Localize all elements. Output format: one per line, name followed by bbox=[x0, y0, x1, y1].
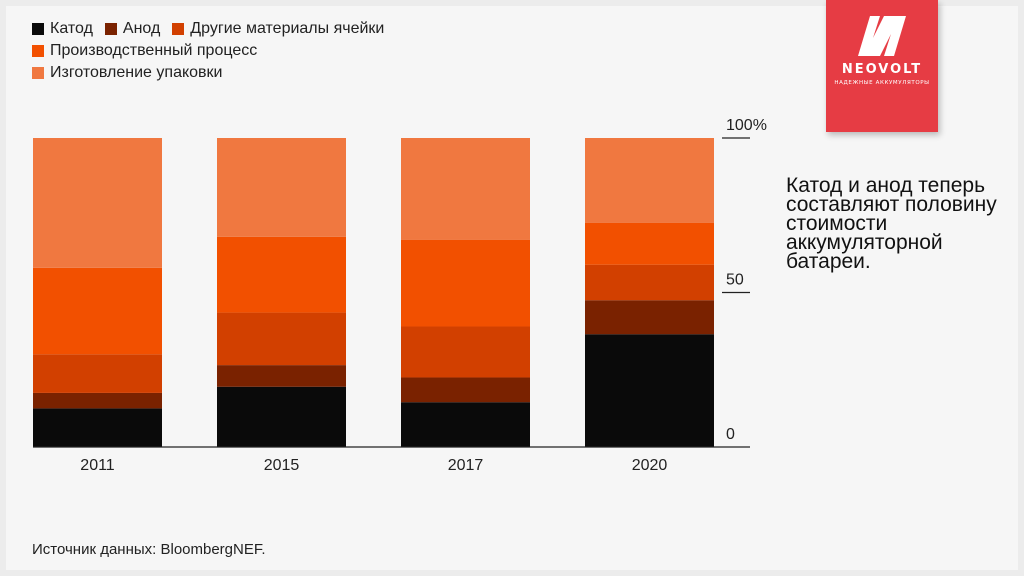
bar-segment-2015-series-2 bbox=[217, 312, 346, 366]
annotation-text: Катод и анод теперь составляют половину … bbox=[786, 174, 997, 273]
logo-tagline: НАДЕЖНЫЕ АККУМУЛЯТОРЫ bbox=[834, 80, 930, 86]
legend-item-manufacturing: Производственный процесс bbox=[32, 42, 257, 60]
x-tick-label: 2015 bbox=[264, 457, 300, 474]
bar-segment-2017-series-0 bbox=[401, 402, 530, 447]
chart-legend: Катод Анод Другие материалы ячейки Произ… bbox=[32, 18, 396, 84]
legend-label: Производственный процесс bbox=[50, 42, 258, 59]
legend-label: Анод bbox=[122, 20, 161, 37]
y-tick-label: 0 bbox=[726, 426, 735, 443]
legend-swatch bbox=[32, 23, 44, 35]
brand-logo: NEOVOLT НАДЕЖНЫЕ АККУМУЛЯТОРЫ bbox=[826, 0, 938, 132]
bar-segment-2017-series-1 bbox=[401, 377, 530, 403]
legend-swatch bbox=[32, 67, 44, 79]
source-note: Источник данных: BloombergNEF. bbox=[32, 541, 266, 558]
y-tick-label: 100% bbox=[726, 117, 767, 134]
bar-segment-2020-series-1 bbox=[585, 300, 714, 335]
bar-segment-2015-series-1 bbox=[217, 365, 346, 387]
bar-segment-2011-series-3 bbox=[33, 267, 162, 355]
logo-name: NEOVOLT bbox=[841, 62, 923, 77]
y-tick-label: 50 bbox=[726, 272, 744, 289]
bar-segment-2020-series-0 bbox=[585, 334, 714, 447]
legend-label: Изготовление упаковки bbox=[50, 64, 223, 81]
legend-row-2: Производственный процесс bbox=[32, 40, 396, 62]
bar-segment-2011-series-0 bbox=[33, 408, 162, 447]
legend-item-cathode: Катод bbox=[32, 20, 93, 38]
bar-segment-2011-series-1 bbox=[33, 392, 162, 409]
legend-item-other-materials: Другие материалы ячейки bbox=[172, 20, 384, 38]
x-tick-label: 2011 bbox=[80, 457, 115, 474]
bar-segment-2017-series-2 bbox=[401, 326, 530, 378]
legend-row-3: Изготовление упаковки bbox=[32, 62, 396, 84]
bar-segment-2017-series-3 bbox=[401, 239, 530, 327]
legend-swatch bbox=[104, 23, 117, 35]
lightning-logo-icon bbox=[858, 16, 906, 56]
legend-swatch bbox=[172, 23, 185, 35]
bar-segment-2015-series-4 bbox=[217, 138, 346, 237]
bar-segment-2020-series-3 bbox=[585, 222, 714, 265]
legend-label: Другие материалы ячейки bbox=[190, 20, 385, 37]
legend-item-packaging: Изготовление упаковки bbox=[32, 64, 222, 82]
bar-segment-2020-series-4 bbox=[585, 138, 714, 223]
legend-item-anode: Анод bbox=[104, 20, 161, 38]
bar-segment-2015-series-0 bbox=[217, 386, 346, 447]
bar-segment-2015-series-3 bbox=[217, 236, 346, 313]
x-tick-label: 2017 bbox=[448, 457, 484, 474]
bar-segment-2011-series-2 bbox=[33, 354, 162, 393]
bar-segment-2017-series-4 bbox=[401, 138, 530, 240]
legend-label: Катод bbox=[50, 20, 93, 37]
x-tick-label: 2020 bbox=[632, 457, 668, 474]
bar-segment-2011-series-4 bbox=[33, 138, 162, 268]
bar-segment-2020-series-2 bbox=[585, 264, 714, 301]
legend-swatch bbox=[32, 45, 44, 57]
legend-row-1: Катод Анод Другие материалы ячейки bbox=[32, 18, 396, 40]
